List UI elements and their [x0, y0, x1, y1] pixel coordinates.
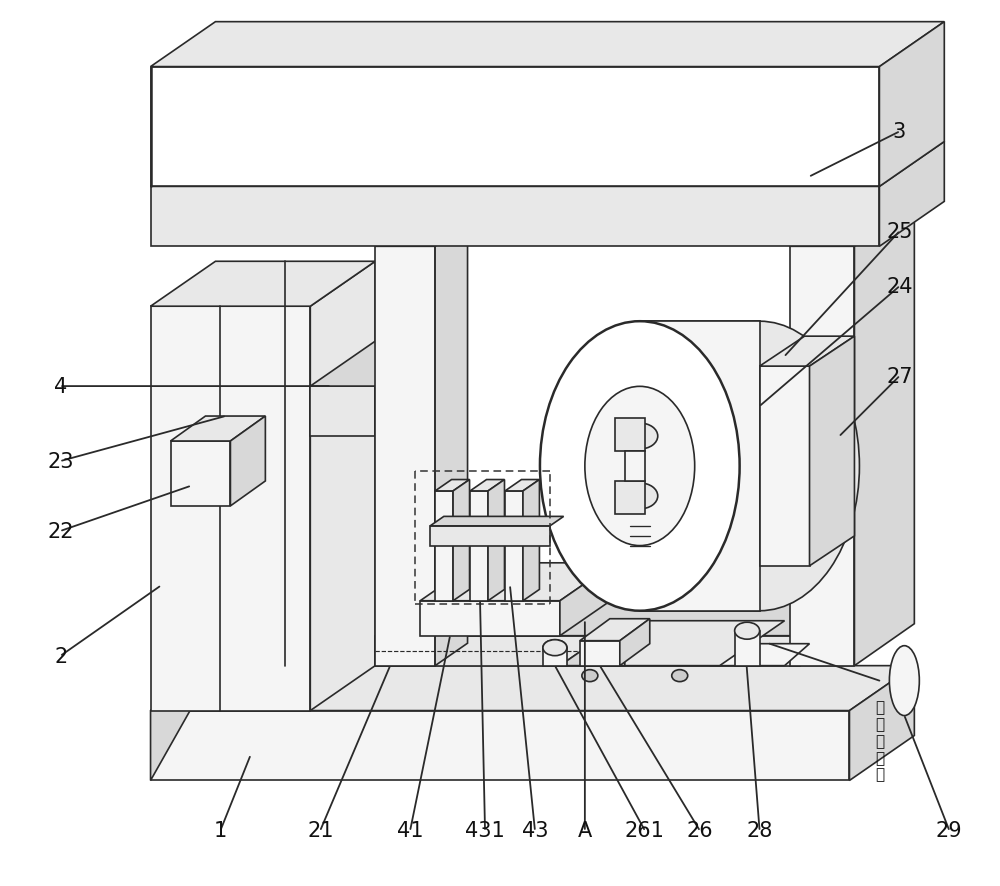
Text: 4: 4: [54, 377, 67, 397]
Polygon shape: [620, 619, 650, 666]
Polygon shape: [151, 187, 879, 247]
Polygon shape: [523, 480, 539, 601]
Polygon shape: [375, 342, 440, 437]
Polygon shape: [151, 143, 944, 187]
Polygon shape: [854, 206, 914, 666]
Polygon shape: [375, 591, 864, 636]
Polygon shape: [151, 307, 310, 711]
Polygon shape: [310, 342, 440, 386]
Polygon shape: [810, 337, 854, 566]
Polygon shape: [171, 416, 265, 441]
Ellipse shape: [672, 670, 688, 682]
Text: 3: 3: [893, 122, 906, 143]
Polygon shape: [879, 23, 944, 187]
Ellipse shape: [585, 387, 695, 546]
Polygon shape: [470, 492, 488, 601]
Text: 1: 1: [214, 820, 227, 841]
Polygon shape: [230, 416, 265, 506]
Polygon shape: [420, 601, 560, 636]
Text: A: A: [578, 820, 592, 841]
Text: 41: 41: [397, 820, 423, 841]
Text: 29: 29: [936, 820, 963, 841]
Polygon shape: [151, 666, 215, 781]
Polygon shape: [435, 492, 453, 601]
Polygon shape: [615, 481, 645, 514]
Polygon shape: [435, 480, 470, 492]
Polygon shape: [543, 648, 567, 666]
Polygon shape: [625, 452, 645, 481]
Polygon shape: [849, 666, 914, 781]
Polygon shape: [640, 322, 760, 611]
Polygon shape: [310, 386, 375, 437]
Polygon shape: [710, 644, 810, 666]
Polygon shape: [430, 526, 550, 547]
Polygon shape: [505, 480, 539, 492]
Polygon shape: [560, 563, 615, 636]
Ellipse shape: [622, 424, 658, 449]
Polygon shape: [151, 711, 849, 781]
Polygon shape: [800, 591, 864, 666]
Polygon shape: [615, 418, 645, 452]
Text: 43: 43: [522, 820, 548, 841]
Polygon shape: [760, 367, 810, 566]
Polygon shape: [430, 517, 564, 526]
Polygon shape: [735, 631, 760, 666]
Polygon shape: [505, 492, 523, 601]
Ellipse shape: [582, 670, 598, 682]
Polygon shape: [375, 224, 468, 247]
Polygon shape: [151, 262, 375, 307]
Ellipse shape: [735, 623, 760, 640]
Text: 28: 28: [746, 820, 773, 841]
Ellipse shape: [543, 640, 567, 656]
Polygon shape: [453, 480, 470, 601]
Polygon shape: [171, 441, 230, 506]
Polygon shape: [470, 480, 504, 492]
Polygon shape: [435, 224, 468, 666]
Polygon shape: [151, 23, 944, 67]
Text: 27: 27: [886, 367, 913, 386]
Polygon shape: [560, 621, 785, 666]
Text: 261: 261: [625, 820, 665, 841]
Polygon shape: [790, 247, 854, 666]
Text: 21: 21: [307, 820, 334, 841]
Ellipse shape: [889, 646, 919, 716]
Text: 25: 25: [886, 222, 913, 242]
Polygon shape: [879, 143, 944, 247]
Polygon shape: [560, 621, 625, 666]
Polygon shape: [310, 262, 375, 711]
Text: 431: 431: [465, 820, 505, 841]
Polygon shape: [375, 247, 435, 666]
Polygon shape: [488, 480, 504, 601]
Polygon shape: [151, 67, 879, 187]
Polygon shape: [580, 641, 620, 666]
Ellipse shape: [660, 322, 859, 611]
Polygon shape: [151, 666, 914, 711]
Text: 锁
紧
螺
纹
孔: 锁 紧 螺 纹 孔: [875, 700, 884, 781]
Polygon shape: [375, 636, 800, 666]
Polygon shape: [790, 206, 914, 247]
Text: 23: 23: [47, 452, 74, 471]
Text: 26: 26: [686, 820, 713, 841]
Text: 22: 22: [47, 521, 74, 541]
Text: 2: 2: [54, 646, 67, 666]
Ellipse shape: [622, 484, 658, 509]
Text: 24: 24: [886, 277, 913, 297]
Polygon shape: [420, 563, 615, 601]
Polygon shape: [580, 619, 650, 641]
Polygon shape: [760, 337, 854, 367]
Ellipse shape: [543, 640, 567, 656]
Ellipse shape: [540, 322, 740, 611]
